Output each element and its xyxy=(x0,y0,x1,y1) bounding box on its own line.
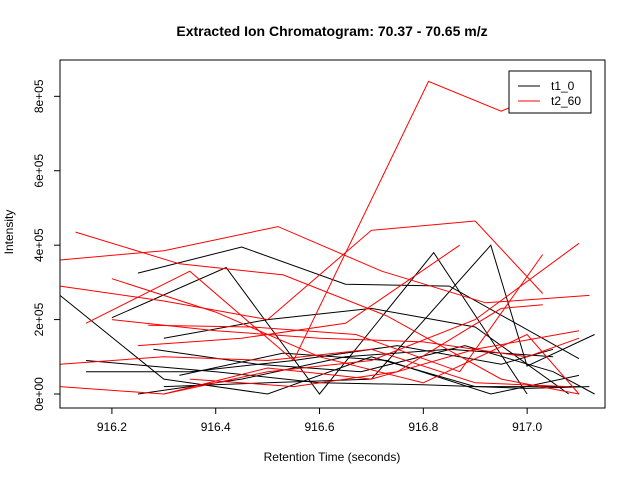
y-tick-label: 8e+05 xyxy=(32,79,46,113)
series-line-t1_0-1 xyxy=(86,345,554,373)
series-line-t1_0-3 xyxy=(111,251,528,395)
plot-frame xyxy=(59,59,606,409)
series-line-t1_0-0 xyxy=(59,295,579,395)
y-tick-label: 4e+05 xyxy=(32,228,46,262)
legend-box xyxy=(508,70,592,114)
series-line-t2_60-7 xyxy=(148,254,544,373)
legend-label-t2_60: t2_60 xyxy=(551,94,581,108)
x-tick-label: 916.8 xyxy=(408,420,438,434)
y-axis-label: Intensity xyxy=(2,210,16,255)
series-line-t1_0-6 xyxy=(85,360,590,389)
y-tick-label: 2e+05 xyxy=(32,302,46,336)
x-tick-label: 916.6 xyxy=(305,420,335,434)
series-line-t1_0-5 xyxy=(163,244,595,388)
x-tick-label: 917.0 xyxy=(512,420,542,434)
series-line-t2_60-11 xyxy=(111,319,580,358)
chart-title: Extracted Ion Chromatogram: 70.37 - 70.6… xyxy=(176,23,487,39)
series-line-t2_60-9 xyxy=(59,348,569,388)
series-line-t1_0-7 xyxy=(137,348,554,395)
series-line-t2_60-4 xyxy=(59,330,580,395)
series-line-t1_0-4 xyxy=(153,345,595,395)
series-line-t1_0-9 xyxy=(179,352,580,395)
series-line-t2_60-5 xyxy=(111,278,580,395)
axes: 916.2 916.4 916.6 916.8 917.0 0e+00 2e+05 4e+05… xyxy=(32,79,542,434)
series-line-t2_60-8 xyxy=(163,242,580,395)
y-tick-label: 6e+05 xyxy=(32,154,46,188)
series-lines xyxy=(59,80,595,395)
legend: t1_0 t2_60 xyxy=(508,70,592,114)
legend-label-t1_0: t1_0 xyxy=(551,79,575,93)
y-tick-label: 0e+00 xyxy=(32,377,46,411)
x-tick-label: 916.2 xyxy=(97,420,127,434)
x-tick-label: 916.4 xyxy=(201,420,231,434)
series-line-t2_60-2 xyxy=(59,220,544,321)
series-line-t2_60-3 xyxy=(85,80,569,362)
series-line-t2_60-10 xyxy=(189,304,543,388)
series-line-t1_0-8 xyxy=(163,307,569,395)
series-line-t2_60-6 xyxy=(137,244,460,347)
series-line-t2_60-1 xyxy=(75,231,580,395)
x-axis-label: Retention Time (seconds) xyxy=(264,450,401,464)
series-line-t1_0-2 xyxy=(137,246,580,360)
series-line-t2_60-0 xyxy=(59,226,590,304)
